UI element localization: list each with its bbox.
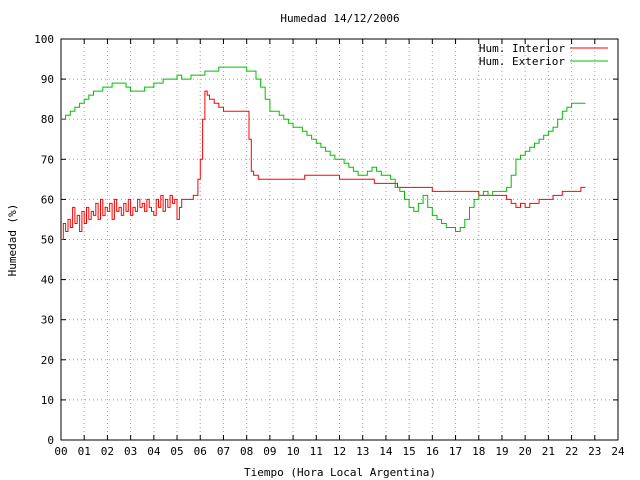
- x-tick-label: 17: [449, 445, 462, 458]
- y-tick-label: 70: [41, 153, 54, 166]
- y-tick-label: 0: [47, 434, 54, 447]
- series-lines: [61, 66, 586, 240]
- series-line-interior: [61, 90, 586, 240]
- y-tick-label: 90: [41, 73, 54, 86]
- x-tick-label: 18: [472, 445, 485, 458]
- x-tick-label: 24: [611, 445, 625, 458]
- x-tick-label: 12: [333, 445, 346, 458]
- y-tick-label: 50: [41, 234, 54, 247]
- x-axis-title: Tiempo (Hora Local Argentina): [244, 466, 436, 479]
- x-tick-label: 10: [286, 445, 299, 458]
- x-tick-label: 08: [240, 445, 253, 458]
- y-tick-label: 100: [34, 33, 54, 46]
- legend-label-exterior: Hum. Exterior: [479, 55, 565, 68]
- y-tick-label: 40: [41, 274, 54, 287]
- y-tick-label: 10: [41, 394, 54, 407]
- axis-ticks: 00 01 02 03 04 05 06 07 08 09 10 11 12 13 14 15 16 17 18 19…: [34, 33, 625, 458]
- x-tick-label: 02: [101, 445, 114, 458]
- x-tick-label: 06: [194, 445, 207, 458]
- legend: Hum. Interior Hum. Exterior: [479, 42, 608, 68]
- x-tick-label: 16: [426, 445, 439, 458]
- y-axis-title: Humedad (%): [6, 204, 19, 277]
- legend-label-interior: Hum. Interior: [479, 42, 565, 55]
- x-tick-label: 04: [147, 445, 161, 458]
- grid: [61, 39, 618, 440]
- x-tick-label: 20: [519, 445, 532, 458]
- x-tick-label: 22: [565, 445, 578, 458]
- x-tick-label: 13: [356, 445, 369, 458]
- x-tick-label: 03: [124, 445, 137, 458]
- x-tick-label: 11: [310, 445, 323, 458]
- chart-title: Humedad 14/12/2006: [280, 12, 399, 25]
- x-tick-label: 05: [170, 445, 183, 458]
- x-tick-label: 09: [263, 445, 276, 458]
- series-line-exterior: [61, 66, 586, 232]
- y-tick-label: 30: [41, 314, 54, 327]
- x-tick-label: 14: [379, 445, 393, 458]
- x-tick-label: 00: [54, 445, 67, 458]
- x-tick-label: 07: [217, 445, 230, 458]
- x-tick-label: 01: [78, 445, 91, 458]
- x-tick-label: 19: [495, 445, 508, 458]
- y-tick-label: 60: [41, 193, 54, 206]
- y-tick-label: 80: [41, 113, 54, 126]
- x-tick-label: 23: [588, 445, 601, 458]
- y-tick-label: 20: [41, 354, 54, 367]
- x-tick-label: 21: [542, 445, 555, 458]
- x-tick-label: 15: [403, 445, 416, 458]
